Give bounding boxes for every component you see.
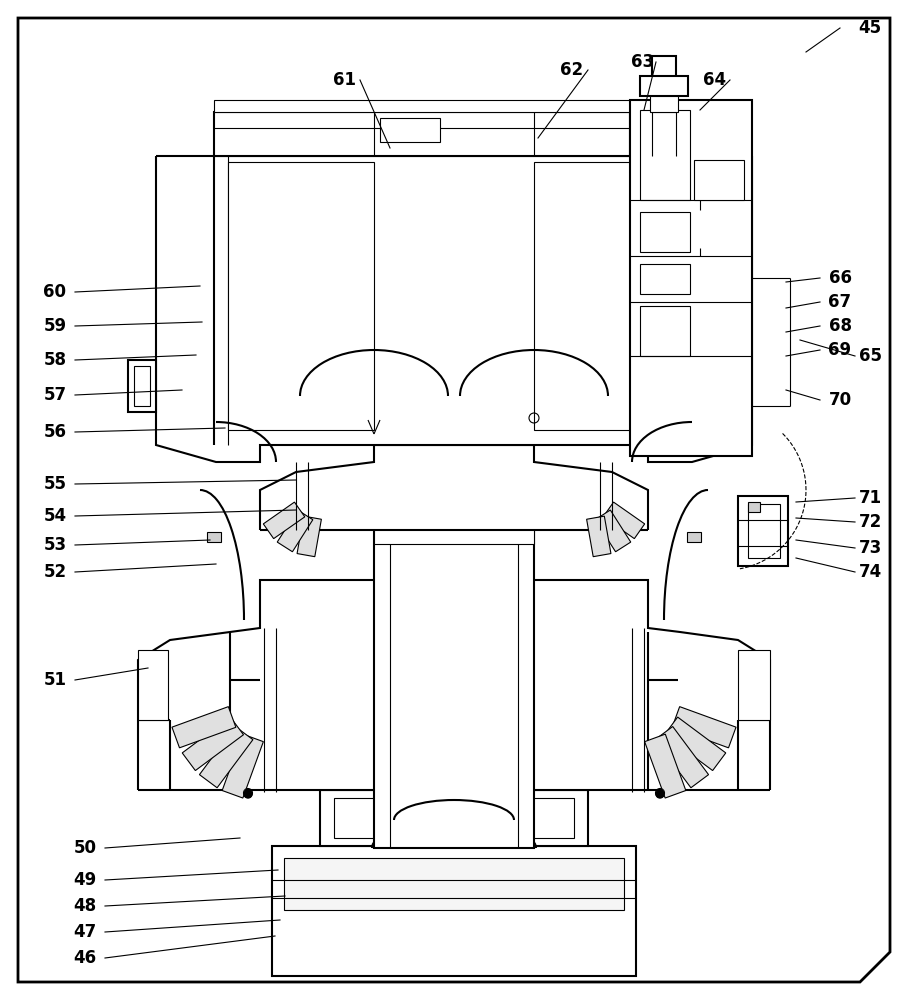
Bar (284, 858, 624, 910)
Bar (630, 100, 752, 456)
Bar (128, 360, 156, 412)
Bar (738, 496, 788, 566)
Bar (272, 846, 636, 976)
Polygon shape (655, 727, 708, 788)
Text: 60: 60 (44, 283, 66, 301)
Polygon shape (183, 717, 243, 771)
Text: 63: 63 (631, 53, 655, 71)
Text: 70: 70 (828, 391, 852, 409)
Text: 45: 45 (858, 19, 882, 37)
Polygon shape (260, 445, 648, 530)
Bar (320, 790, 588, 846)
Bar (640, 306, 690, 356)
Text: 73: 73 (858, 539, 882, 557)
Text: 58: 58 (44, 351, 66, 369)
Text: 56: 56 (44, 423, 66, 441)
Text: 54: 54 (44, 507, 66, 525)
Text: 52: 52 (44, 563, 66, 581)
Text: 46: 46 (74, 949, 96, 967)
Text: 68: 68 (828, 317, 852, 335)
Polygon shape (138, 580, 770, 790)
Bar (374, 530, 534, 848)
Polygon shape (672, 707, 736, 748)
Circle shape (656, 790, 664, 798)
Polygon shape (603, 502, 645, 539)
Polygon shape (738, 650, 770, 720)
Bar (640, 76, 688, 96)
Bar (640, 110, 690, 200)
Polygon shape (587, 516, 611, 557)
Circle shape (658, 792, 662, 794)
Text: 61: 61 (333, 71, 357, 89)
Text: 57: 57 (44, 386, 66, 404)
Bar (652, 56, 676, 112)
Text: 72: 72 (858, 513, 882, 531)
Text: 48: 48 (74, 897, 96, 915)
Polygon shape (665, 717, 725, 771)
Text: 65: 65 (858, 347, 882, 365)
Text: 49: 49 (74, 871, 96, 889)
Bar (694, 160, 744, 200)
Text: 67: 67 (828, 293, 852, 311)
Bar (640, 264, 690, 294)
Bar (748, 502, 760, 512)
Polygon shape (172, 707, 236, 748)
Bar (534, 162, 680, 430)
Text: 62: 62 (560, 61, 584, 79)
Text: 74: 74 (858, 563, 882, 581)
Text: 69: 69 (828, 341, 852, 359)
Bar (380, 118, 440, 142)
Bar (748, 504, 780, 558)
Polygon shape (138, 650, 168, 720)
Text: 50: 50 (74, 839, 96, 857)
Circle shape (246, 792, 250, 794)
Polygon shape (156, 156, 752, 462)
Text: 47: 47 (74, 923, 96, 941)
Bar (640, 212, 690, 252)
Bar (334, 798, 574, 838)
Bar (650, 96, 678, 112)
Text: 59: 59 (44, 317, 66, 335)
Bar (214, 112, 694, 156)
Text: 55: 55 (44, 475, 66, 493)
Polygon shape (263, 502, 305, 539)
Bar (374, 524, 534, 544)
Bar (207, 532, 221, 542)
Polygon shape (200, 727, 253, 788)
Text: 51: 51 (44, 671, 66, 689)
Polygon shape (277, 510, 313, 552)
Text: 66: 66 (828, 269, 852, 287)
Text: 64: 64 (704, 71, 726, 89)
Polygon shape (595, 510, 631, 552)
Bar (687, 532, 701, 542)
Polygon shape (222, 734, 263, 798)
Text: 53: 53 (44, 536, 66, 554)
Circle shape (244, 790, 252, 798)
Polygon shape (18, 18, 890, 982)
Bar (134, 366, 150, 406)
Bar (214, 100, 694, 112)
Polygon shape (297, 516, 321, 557)
Polygon shape (645, 734, 686, 798)
Bar (228, 162, 374, 430)
Text: 71: 71 (858, 489, 882, 507)
